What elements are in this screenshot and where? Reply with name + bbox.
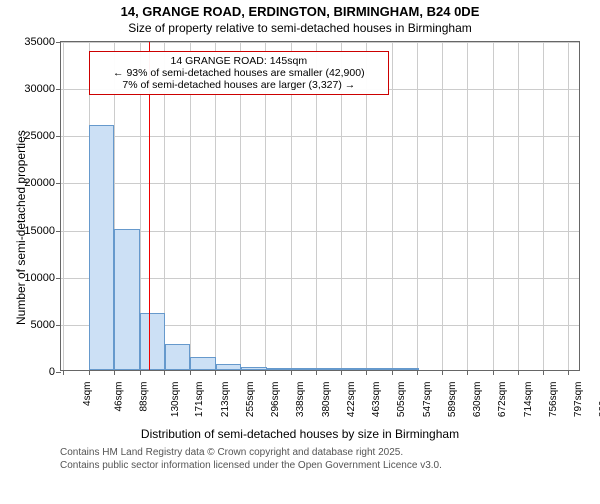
- x-tick-label: 589sqm: [447, 382, 458, 418]
- y-tick-label: 0: [49, 366, 61, 378]
- x-tick-label: 130sqm: [170, 382, 181, 418]
- histogram-bar: [343, 368, 368, 370]
- x-tick-label: 422sqm: [346, 382, 357, 418]
- y-tick-label: 25000: [24, 130, 61, 142]
- x-tick-label: 756sqm: [548, 382, 559, 418]
- gridline-vertical: [543, 42, 544, 370]
- histogram-bar: [317, 368, 342, 370]
- y-tick-label: 20000: [24, 177, 61, 189]
- x-tick-mark: [140, 370, 141, 375]
- histogram-bar: [140, 313, 165, 370]
- y-tick-label: 5000: [31, 319, 61, 331]
- gridline-vertical: [467, 42, 468, 370]
- y-tick-label: 35000: [24, 36, 61, 48]
- chart-area: Number of semi-detached properties 05000…: [0, 35, 600, 377]
- x-tick-mark: [240, 370, 241, 375]
- annotation-box: 14 GRANGE ROAD: 145sqm← 93% of semi-deta…: [89, 51, 389, 95]
- histogram-bar: [368, 368, 393, 370]
- y-tick-label: 10000: [24, 272, 61, 284]
- histogram-bar: [89, 125, 114, 370]
- histogram-bar: [394, 368, 419, 370]
- annotation-line: 14 GRANGE ROAD: 145sqm: [96, 55, 382, 67]
- histogram-bar: [216, 364, 241, 370]
- x-tick-label: 547sqm: [422, 382, 433, 418]
- x-tick-mark: [215, 370, 216, 375]
- x-tick-mark: [543, 370, 544, 375]
- x-tick-label: 463sqm: [371, 382, 382, 418]
- histogram-bar: [267, 368, 292, 370]
- gridline-vertical: [442, 42, 443, 370]
- x-tick-mark: [493, 370, 494, 375]
- annotation-line: ← 93% of semi-detached houses are smalle…: [96, 67, 382, 79]
- x-tick-label: 296sqm: [270, 382, 281, 418]
- gridline-vertical: [568, 42, 569, 370]
- histogram-bar: [292, 368, 317, 370]
- x-axis-label: Distribution of semi-detached houses by …: [0, 427, 600, 441]
- x-tick-mark: [316, 370, 317, 375]
- gridline-vertical: [493, 42, 494, 370]
- gridline-vertical: [417, 42, 418, 370]
- x-tick-label: 255sqm: [245, 382, 256, 418]
- x-tick-label: 380sqm: [321, 382, 332, 418]
- chart-titles: 14, GRANGE ROAD, ERDINGTON, BIRMINGHAM, …: [0, 4, 600, 35]
- x-tick-mark: [265, 370, 266, 375]
- gridline-vertical: [392, 42, 393, 370]
- x-tick-label: 672sqm: [497, 382, 508, 418]
- x-tick-label: 338sqm: [295, 382, 306, 418]
- histogram-bar: [190, 357, 215, 370]
- histogram-bar: [241, 367, 266, 370]
- x-tick-mark: [63, 370, 64, 375]
- x-tick-label: 630sqm: [472, 382, 483, 418]
- x-tick-label: 171sqm: [194, 382, 205, 418]
- y-tick-label: 30000: [24, 83, 61, 95]
- title-subtitle: Size of property relative to semi-detach…: [0, 21, 600, 35]
- x-tick-label: 797sqm: [573, 382, 584, 418]
- plot-region: 050001000015000200002500030000350004sqm4…: [60, 41, 580, 371]
- x-tick-mark: [467, 370, 468, 375]
- x-tick-mark: [392, 370, 393, 375]
- footer-attribution: Contains HM Land Registry data © Crown c…: [60, 447, 600, 472]
- x-tick-label: 213sqm: [220, 382, 231, 418]
- histogram-bar: [165, 344, 190, 370]
- x-tick-mark: [291, 370, 292, 375]
- annotation-line: 7% of semi-detached houses are larger (3…: [96, 79, 382, 91]
- x-tick-mark: [442, 370, 443, 375]
- x-tick-label: 505sqm: [396, 382, 407, 418]
- x-tick-mark: [417, 370, 418, 375]
- x-tick-label: 46sqm: [113, 382, 124, 412]
- footer-line-1: Contains HM Land Registry data © Crown c…: [60, 447, 600, 460]
- x-tick-label: 4sqm: [82, 382, 93, 406]
- x-tick-mark: [89, 370, 90, 375]
- x-tick-label: 88sqm: [139, 382, 150, 412]
- title-address: 14, GRANGE ROAD, ERDINGTON, BIRMINGHAM, …: [0, 4, 600, 19]
- gridline-vertical: [63, 42, 64, 370]
- x-tick-mark: [568, 370, 569, 375]
- histogram-bar: [114, 229, 139, 370]
- x-tick-mark: [190, 370, 191, 375]
- y-tick-label: 15000: [24, 225, 61, 237]
- x-tick-mark: [341, 370, 342, 375]
- x-tick-mark: [366, 370, 367, 375]
- x-tick-mark: [518, 370, 519, 375]
- x-tick-mark: [164, 370, 165, 375]
- gridline-vertical: [518, 42, 519, 370]
- footer-line-2: Contains public sector information licen…: [60, 460, 600, 473]
- x-tick-mark: [114, 370, 115, 375]
- x-tick-label: 714sqm: [523, 382, 534, 418]
